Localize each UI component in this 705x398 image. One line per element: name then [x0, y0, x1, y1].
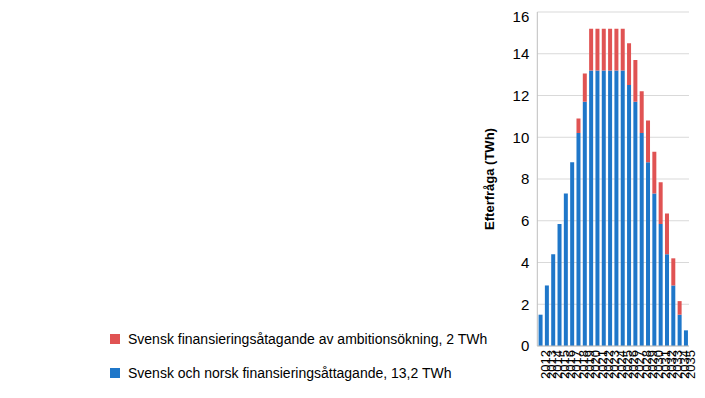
svg-text:2035: 2035	[683, 350, 697, 379]
svg-text:0: 0	[521, 337, 529, 354]
svg-text:8: 8	[521, 170, 529, 187]
svg-text:16: 16	[513, 8, 530, 25]
svg-text:10: 10	[513, 129, 530, 146]
svg-text:Efterfråga (TWh): Efterfråga (TWh)	[482, 128, 497, 230]
html-text:Svensk finansieringsåtagande a: Svensk finansieringsåtagande av ambition…	[128, 331, 488, 347]
svg-text:6: 6	[521, 212, 529, 229]
svg-text:4: 4	[521, 254, 529, 271]
html-text:Svensk och norsk finansierings: Svensk och norsk finansieringsåttagande,…	[128, 365, 452, 381]
svg-text:12: 12	[513, 87, 530, 104]
svg-text:14: 14	[513, 45, 530, 62]
svg-text:2: 2	[521, 296, 529, 313]
